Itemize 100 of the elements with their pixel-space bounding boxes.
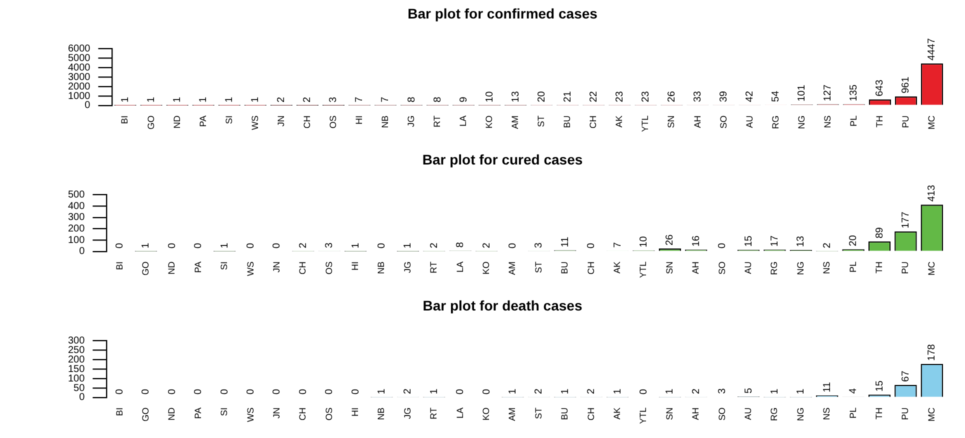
x-tick-label: RG	[769, 407, 780, 421]
data-label: 20	[536, 90, 548, 102]
x-tick-label: OS	[328, 115, 338, 129]
data-label: 10	[484, 90, 496, 102]
x-tick-label: CH	[586, 261, 596, 274]
data-label: 26	[664, 234, 676, 246]
data-label: 101	[796, 84, 808, 102]
x-tick-label: PL	[848, 407, 858, 419]
x-tick-label: PL	[848, 115, 858, 127]
data-label: 0	[481, 388, 492, 394]
x-tick-label: CH	[298, 407, 308, 420]
x-tick-label: SO	[716, 261, 727, 275]
y-tick-label: 3000	[68, 72, 91, 83]
x-tick-label: OS	[324, 407, 334, 421]
x-tick-label: LA	[454, 407, 465, 419]
data-label: 0	[298, 388, 309, 394]
x-tick-label: KO	[481, 261, 492, 275]
x-tick-label: AK	[614, 115, 624, 128]
data-label: 4447	[926, 38, 938, 60]
x-tick-label: BU	[560, 261, 570, 274]
data-label: 42	[744, 90, 756, 102]
x-tick-label: JG	[406, 115, 416, 128]
data-label: 22	[588, 90, 600, 102]
data-label: 13	[796, 235, 807, 248]
x-tick-label: AU	[743, 407, 754, 420]
data-label: 1	[140, 242, 152, 248]
x-tick-label: PU	[900, 407, 910, 420]
data-label: 7	[380, 96, 392, 102]
data-label: 23	[614, 90, 626, 102]
x-tick-label: CH	[302, 115, 312, 128]
data-label: 21	[562, 90, 574, 102]
data-label: 1	[350, 242, 362, 248]
data-label: 0	[114, 388, 126, 394]
data-label: 13	[510, 90, 522, 102]
x-tick-label: JN	[276, 115, 286, 126]
x-tick-label: WS	[250, 115, 260, 130]
x-tick-label: ST	[536, 115, 546, 128]
y-tick-label: 300	[68, 336, 86, 347]
x-tick-label: BI	[120, 115, 130, 124]
data-label: 1	[376, 388, 388, 394]
data-label: 0	[193, 388, 204, 394]
x-tick-label: AM	[507, 261, 518, 275]
x-tick-label: BU	[560, 407, 570, 420]
data-label: 0	[455, 388, 466, 394]
data-label: 9	[458, 96, 470, 102]
data-label: 26	[666, 90, 678, 102]
data-label: 1	[219, 242, 230, 248]
x-tick-label: PA	[198, 115, 208, 127]
x-tick-label: WS	[245, 261, 256, 276]
data-label: 135	[848, 84, 860, 102]
data-label: 17	[769, 235, 780, 247]
data-label: 2	[690, 388, 702, 394]
data-label: 2	[276, 96, 288, 102]
x-tick-label: WS	[245, 407, 256, 422]
x-tick-label: NS	[822, 407, 832, 420]
data-label: 1	[612, 388, 624, 394]
x-tick-label: RT	[428, 407, 439, 420]
data-label: 1	[250, 96, 262, 102]
y-tick-label: 6000	[68, 44, 91, 55]
x-tick-label: ND	[166, 406, 177, 420]
x-tick-label: MC	[926, 406, 936, 422]
data-label: 0	[350, 388, 362, 394]
x-tick-label: TH	[874, 115, 884, 128]
data-label: 2	[298, 242, 309, 248]
x-tick-label: PU	[900, 115, 910, 128]
x-tick-label: NB	[380, 115, 390, 128]
x-tick-label: SN	[666, 115, 676, 128]
data-label: 54	[770, 90, 782, 102]
data-label: 39	[718, 90, 730, 102]
data-label: 8	[406, 96, 418, 102]
data-label: 1	[120, 96, 132, 102]
data-label: 3	[534, 242, 545, 248]
data-label: 10	[638, 236, 650, 248]
data-label: 0	[140, 388, 152, 394]
data-label: 2	[302, 96, 314, 102]
data-label: 7	[612, 242, 624, 248]
x-tick-label: BU	[562, 115, 572, 128]
x-tick-label: LA	[454, 261, 465, 273]
data-label: 0	[114, 242, 126, 248]
x-tick-label: HI	[350, 407, 360, 416]
x-tick-label: PL	[848, 261, 858, 273]
data-label: 2	[586, 388, 598, 394]
x-tick-label: PA	[192, 407, 203, 419]
x-tick-label: SO	[718, 115, 728, 129]
y-tick-label: 200	[68, 224, 86, 235]
x-tick-label: TH	[874, 261, 884, 274]
data-label: 2	[428, 242, 440, 248]
x-tick-label: RG	[770, 115, 780, 129]
x-tick-label: NB	[376, 261, 386, 274]
data-label: 1	[402, 242, 414, 248]
x-tick-label: NG	[795, 407, 806, 421]
y-tick-label: 100	[68, 373, 86, 384]
y-tick-label: 2000	[68, 81, 91, 92]
x-tick-label: SN	[664, 407, 674, 420]
x-tick-label: JN	[271, 261, 282, 272]
x-tick-label: AM	[510, 115, 520, 129]
data-label: 0	[166, 388, 178, 394]
data-label: 7	[354, 96, 366, 102]
chart-title: Bar plot for confirmed cases	[408, 5, 598, 22]
chart-title: Bar plot for cured cases	[422, 151, 583, 168]
